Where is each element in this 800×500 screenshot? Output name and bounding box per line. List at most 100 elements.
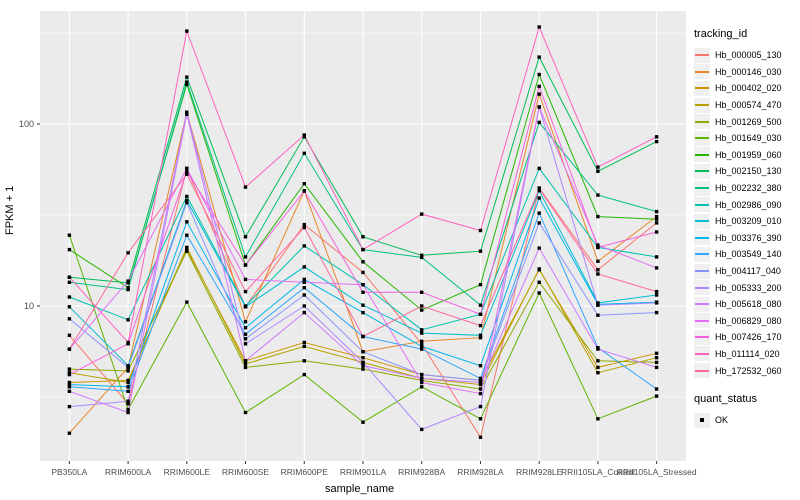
data-point [420, 304, 424, 308]
data-point [243, 235, 248, 239]
data-point [361, 303, 365, 307]
data-point [654, 209, 659, 214]
legend-item-label: Hb_005618_080 [715, 299, 782, 310]
data-point [596, 268, 600, 272]
data-point [654, 266, 659, 270]
data-point [243, 185, 248, 189]
legend-line-key-icon [694, 80, 710, 96]
data-point [537, 55, 541, 59]
data-point [537, 221, 541, 225]
data-point [185, 233, 189, 237]
data-point [67, 233, 72, 237]
data-point [302, 359, 306, 363]
tracking-id-legend: Hb_000005_130 Hb_000146_030 Hb_000402_020 H… [694, 47, 798, 379]
data-point [361, 360, 365, 365]
data-point [243, 277, 248, 282]
data-point [67, 367, 72, 371]
data-point [302, 293, 306, 297]
legend-line-key-icon [694, 246, 710, 262]
legend-line-key-icon [694, 329, 710, 345]
data-point [67, 305, 72, 309]
data-point [67, 382, 72, 387]
legend-item-Hb_007426_170: Hb_007426_170 [694, 329, 798, 346]
data-point [126, 369, 130, 373]
data-point [654, 365, 659, 370]
data-point [361, 290, 365, 294]
data-point [420, 385, 424, 389]
data-point [361, 367, 365, 371]
legend-line-key-icon [694, 296, 710, 312]
legend-item-label: Hb_001959_060 [715, 149, 782, 160]
legend-item-label: Hb_001649_030 [715, 133, 782, 144]
data-point [537, 196, 541, 200]
y-tick-label: 100 [19, 119, 34, 129]
legend-item-label: Hb_003549_140 [715, 249, 782, 260]
data-point [126, 407, 130, 412]
data-point [654, 139, 659, 144]
legend-item-Hb_003209_010: Hb_003209_010 [694, 213, 798, 230]
data-point [361, 247, 365, 252]
x-axis-title: sample_name [325, 483, 395, 495]
legend-panel: tracking_id Hb_000005_130 Hb_000146_030 Hb… [694, 28, 798, 428]
data-point [243, 365, 248, 370]
x-tick-label: RRIM928LE [516, 467, 563, 477]
data-point [596, 303, 600, 307]
data-point [537, 211, 541, 215]
data-point [126, 286, 130, 290]
data-point [185, 300, 189, 304]
legend-item-Hb_002986_090: Hb_002986_090 [694, 196, 798, 213]
legend-item-Hb_005333_200: Hb_005333_200 [694, 279, 798, 296]
data-point [478, 249, 483, 253]
data-point [361, 235, 365, 239]
legend-item-Hb_172532_060: Hb_172532_060 [694, 362, 798, 379]
data-point [302, 310, 306, 315]
legend-line-key-icon [694, 180, 710, 196]
legend-line-key-icon [694, 147, 710, 163]
data-point [654, 214, 659, 219]
data-point [478, 312, 483, 316]
data-point [126, 399, 130, 403]
legend-item-Hb_001269_500: Hb_001269_500 [694, 113, 798, 130]
data-point [243, 410, 248, 415]
data-point [478, 336, 483, 340]
data-point [243, 263, 248, 267]
data-point [537, 92, 541, 96]
legend-line-key-icon [694, 346, 710, 362]
legend-item-Hb_000005_130: Hb_000005_130 [694, 47, 798, 64]
data-point [243, 326, 248, 330]
data-point [302, 277, 306, 282]
data-point [243, 320, 248, 324]
legend-item-Hb_006829_080: Hb_006829_080 [694, 313, 798, 330]
data-point [596, 371, 600, 375]
data-point [478, 364, 483, 368]
data-point [420, 212, 424, 216]
legend-item-label: Hb_004117_040 [715, 266, 781, 277]
data-point [361, 420, 365, 424]
data-point [478, 387, 483, 391]
data-point [654, 360, 659, 365]
data-point [302, 135, 306, 139]
data-point [302, 225, 306, 230]
data-point [478, 333, 483, 337]
data-point [596, 165, 600, 169]
data-point [126, 281, 130, 285]
data-point [302, 265, 306, 269]
data-point [420, 328, 424, 332]
x-tick-label: RRIM928LA [457, 467, 504, 477]
data-point [361, 310, 365, 315]
legend-item-Hb_004117_040: Hb_004117_040 [694, 263, 798, 280]
data-point [126, 380, 130, 385]
data-point [654, 394, 659, 398]
quant-status-legend-title: quant_status [694, 392, 757, 405]
x-tick-label: RRIM901LA [340, 467, 387, 477]
data-point [420, 344, 424, 349]
data-point [67, 333, 72, 337]
data-point [420, 339, 424, 343]
legend-line-key-icon [694, 97, 710, 113]
data-point [537, 72, 541, 77]
legend-line-key-icon [694, 64, 710, 80]
legend-item-label: Hb_002986_090 [715, 199, 782, 210]
legend-item-label: Hb_006829_080 [715, 315, 782, 326]
data-point [596, 193, 600, 197]
